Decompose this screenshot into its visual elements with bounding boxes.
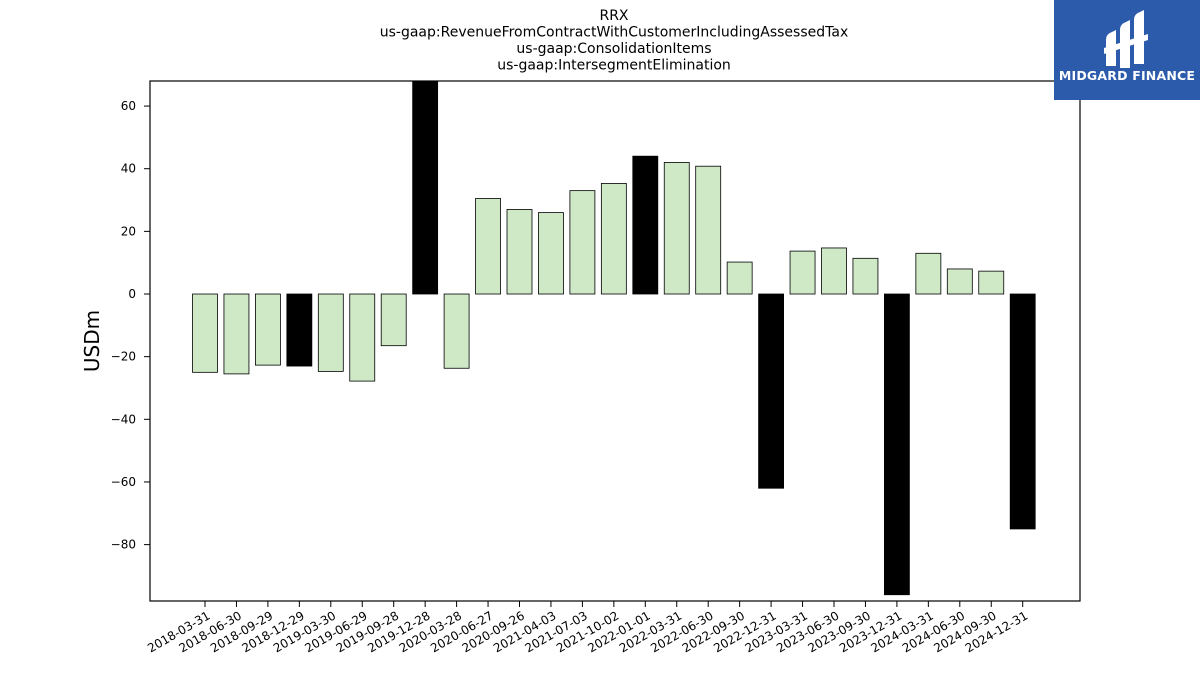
midgard-logo-icon — [1104, 10, 1148, 68]
bar — [254, 293, 281, 366]
y-tick-label: 40 — [121, 162, 136, 176]
title-line: us-gaap:IntersegmentElimination — [497, 58, 731, 74]
y-tick-label: −40 — [111, 412, 136, 426]
brand-name: MIDGARD FINANCE — [1058, 68, 1196, 83]
bar — [223, 293, 250, 375]
title-line: us-gaap:ConsolidationItems — [516, 41, 711, 57]
bar — [946, 268, 973, 295]
bar — [317, 293, 344, 372]
bar — [915, 252, 942, 295]
bar — [821, 247, 847, 295]
y-tick-label: −60 — [111, 475, 136, 489]
bar — [443, 293, 470, 369]
bar — [475, 198, 501, 295]
bar — [978, 270, 1005, 295]
y-tick-label: −80 — [111, 538, 136, 552]
y-tick-label: 0 — [128, 287, 136, 301]
y-axis-label: USDm — [80, 310, 104, 372]
y-tick-label: −20 — [111, 350, 136, 364]
bars — [192, 80, 1036, 596]
title-line: us-gaap:RevenueFromContractWithCustomerI… — [380, 25, 849, 41]
bar — [600, 183, 627, 295]
bar — [663, 162, 690, 295]
y-tick-label: 20 — [121, 224, 136, 238]
y-tick-label: 60 — [121, 99, 136, 113]
bar — [506, 209, 533, 295]
y-axis: 60 40 20 0 −20 −40 −60 −80 — [111, 99, 150, 552]
bar — [380, 293, 407, 347]
bar — [632, 155, 659, 295]
title-line: RRX — [599, 8, 628, 24]
bar — [852, 257, 879, 295]
chart-title: RRXus-gaap:RevenueFromContractWithCustom… — [380, 8, 849, 74]
plot-frame — [149, 80, 1081, 602]
bar — [192, 293, 218, 373]
brand-logo: MIDGARD FINANCE — [1054, 0, 1200, 100]
bar — [1009, 293, 1036, 530]
bar — [695, 165, 722, 295]
bar — [349, 293, 376, 382]
x-axis: 2018-03-312018-06-302018-09-292018-12-29… — [145, 601, 1030, 655]
bar — [569, 190, 596, 295]
bar — [412, 80, 439, 295]
bar — [726, 261, 753, 295]
bar — [538, 212, 564, 295]
bar — [789, 250, 816, 295]
bar — [884, 293, 910, 596]
bar — [286, 293, 313, 367]
bar — [758, 293, 784, 489]
